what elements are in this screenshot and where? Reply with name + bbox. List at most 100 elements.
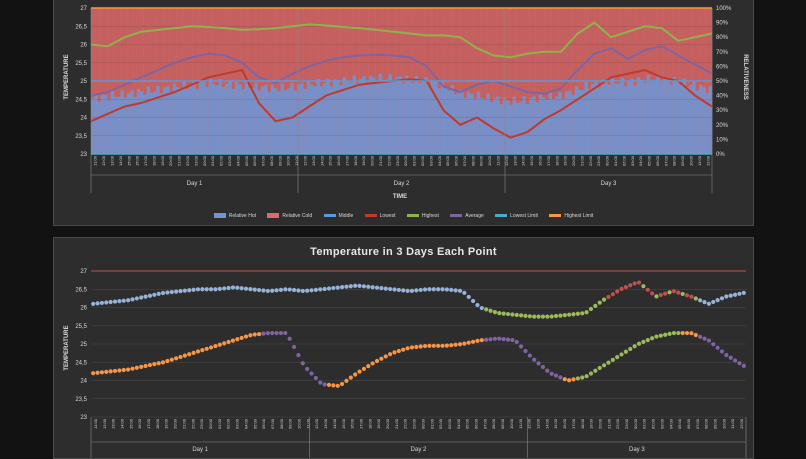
relative-hot-bar: [398, 76, 402, 154]
high-point: [296, 288, 301, 293]
relative-hot-bar: [345, 82, 350, 154]
low-point: [636, 341, 642, 346]
low-point: [492, 336, 498, 341]
relative-hot-bar: [571, 95, 575, 154]
bottom-x-tick-label: 08:00: [279, 418, 284, 429]
legend-label: Average: [465, 212, 484, 219]
high-point: [108, 299, 113, 305]
relative-hot-bar: [483, 98, 487, 154]
relative-hot-bar: [659, 82, 664, 154]
relative-hot-bar: [166, 86, 170, 154]
legend-item-lowest: Lowest: [364, 213, 395, 219]
top-y2-tick-label: 60%: [716, 64, 729, 70]
legend-label: Lowest Limit: [510, 212, 538, 219]
low-point: [191, 350, 196, 355]
high-point: [300, 288, 305, 294]
relative-hot-bar: [260, 86, 265, 154]
relative-hot-bar: [705, 92, 709, 154]
bottom-x-tick-label: 04:00: [243, 418, 248, 429]
low-point: [505, 337, 511, 342]
bottom-x-tick-label: 04:00: [456, 418, 461, 429]
high-point: [396, 287, 401, 293]
high-point: [191, 287, 196, 292]
bottom-chart-svg: 23 23,5 24 24,5 25 25,5 26 26,5 27 11:00 12:00 13:0…: [64, 269, 747, 458]
high-point: [401, 288, 406, 293]
low-point: [689, 331, 694, 336]
top-x-tick-label: 01:00: [210, 155, 215, 166]
high-point: [702, 300, 707, 305]
low-point: [567, 378, 572, 383]
low-point: [152, 362, 157, 367]
high-point: [348, 284, 353, 289]
low-point: [213, 343, 218, 349]
top-x-tick-label: 07:00: [663, 155, 668, 166]
relative-hot-bar: [123, 97, 128, 154]
high-point: [440, 287, 445, 292]
high-point: [291, 287, 297, 293]
top-x-tick-label: 22:00: [386, 155, 391, 166]
bottom-x-tick-label: 16:00: [137, 418, 142, 429]
bottom-x-tick-label: 16:00: [562, 418, 567, 429]
top-y-tick-label: 24,5: [75, 97, 87, 103]
low-point: [401, 347, 406, 352]
low-point: [684, 330, 690, 336]
relative-hot-bar: [574, 85, 579, 154]
high-point: [357, 283, 362, 288]
bottom-x-tick-label: 05:00: [465, 418, 470, 429]
high-point: [479, 305, 484, 311]
relative-hot-bar: [326, 78, 330, 154]
high-point: [283, 287, 288, 292]
low-point: [182, 353, 187, 358]
low-point: [453, 342, 458, 347]
high-point: [453, 288, 458, 293]
high-point: [641, 284, 646, 289]
high-point: [597, 300, 602, 305]
bottom-x-tick-label: 19:00: [376, 418, 381, 429]
low-point: [619, 352, 624, 357]
top-x-tick-label: 15:00: [529, 155, 534, 166]
low-point: [527, 353, 532, 358]
high-point: [239, 286, 244, 291]
bottom-x-tick-label: 13:00: [536, 418, 541, 429]
high-point: [671, 289, 677, 294]
bottom-x-tick-label: 22:00: [403, 418, 408, 429]
relative-hot-bar: [91, 98, 95, 154]
bottom-x-tick-label: 22:00: [190, 418, 195, 429]
bottom-x-tick-label: 20:00: [598, 418, 603, 429]
relative-hot-bar: [264, 84, 268, 154]
low-point: [715, 345, 720, 350]
high-point: [169, 289, 174, 295]
high-point: [519, 313, 524, 318]
relative-hot-bar: [617, 83, 621, 154]
low-point: [112, 368, 118, 374]
top-x-tick-label: 11:00: [496, 155, 501, 165]
bottom-y-tick-label: 25: [80, 342, 87, 348]
bottom-x-tick-label: 15:00: [553, 418, 558, 429]
bottom-y-axis-title: TEMPERATURE: [64, 325, 70, 370]
top-x-tick-label: 06:00: [655, 155, 660, 166]
high-point: [610, 292, 615, 297]
relative-hot-bar: [381, 80, 386, 154]
top-x-tick-label: 17:00: [546, 155, 551, 166]
legend-swatch: [323, 213, 336, 217]
relative-hot-bar: [283, 90, 288, 154]
bottom-x-tick-label: 06:00: [474, 418, 479, 429]
low-point: [291, 344, 297, 350]
relative-hot-bar: [300, 83, 304, 154]
high-point: [335, 285, 340, 290]
relative-hot-bar: [234, 82, 239, 154]
high-point: [588, 306, 594, 312]
relative-hot-bar: [685, 86, 690, 154]
top-day-label: Day 3: [601, 181, 617, 187]
bottom-x-tick-label: 14:00: [332, 418, 337, 429]
high-point: [130, 297, 135, 302]
relative-hot-bar: [339, 85, 343, 154]
relative-hot-bar: [120, 90, 124, 154]
low-point: [431, 343, 436, 348]
low-point: [208, 345, 214, 350]
relative-hot-bar: [130, 90, 134, 154]
legend-item-average: Average: [450, 213, 484, 219]
top-x-tick-label: 02:00: [621, 155, 626, 166]
low-point: [562, 377, 567, 382]
bottom-plot-area: 23 23,5 24 24,5 25 25,5 26 26,5 27 11:00 12:00 13:0…: [75, 269, 747, 458]
